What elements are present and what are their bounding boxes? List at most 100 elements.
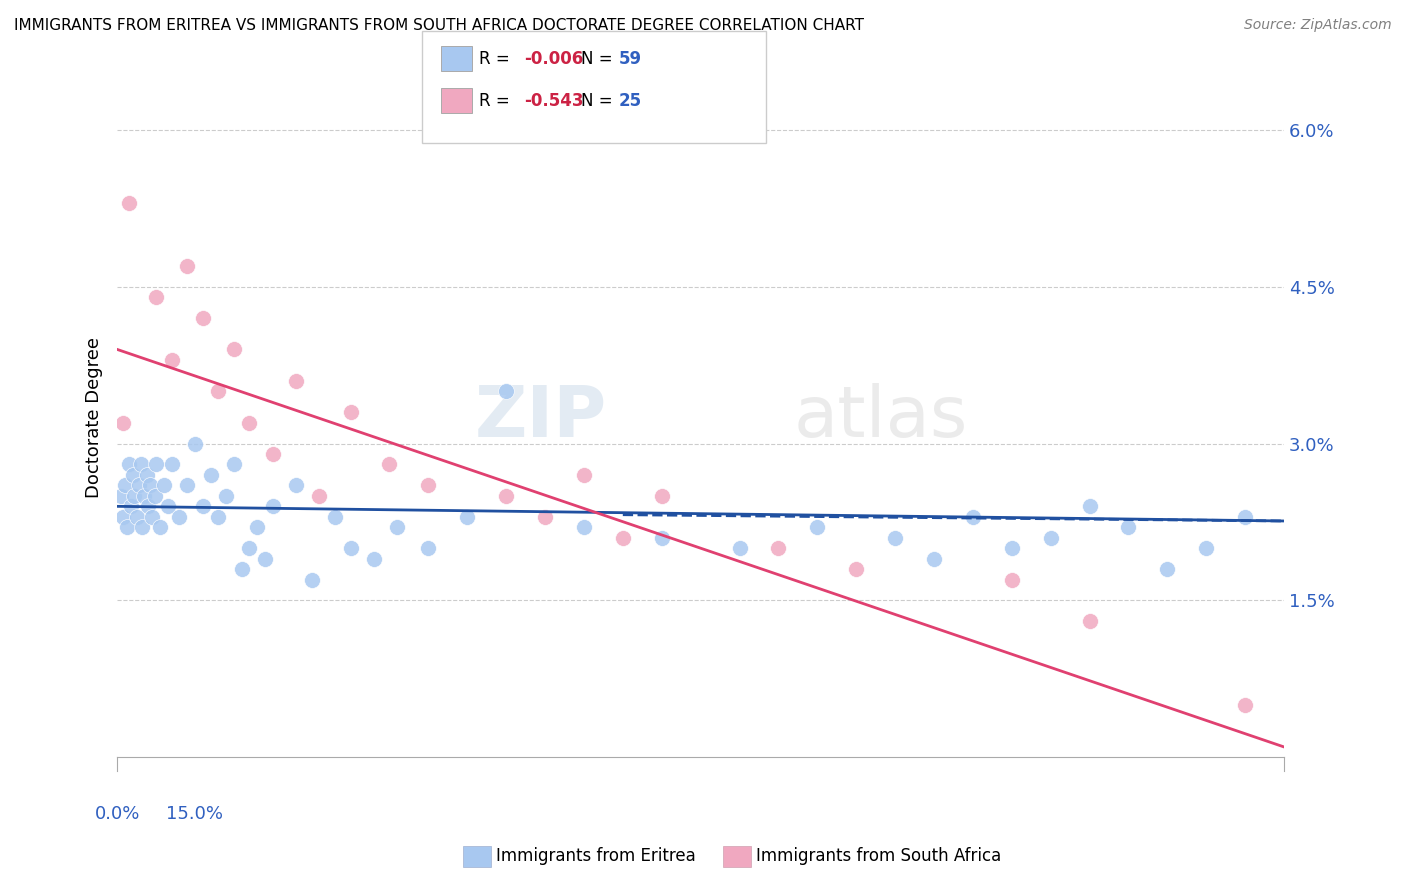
Point bbox=[110, 489, 132, 503]
Point bbox=[141, 509, 163, 524]
Point bbox=[1078, 615, 1101, 629]
Point bbox=[728, 541, 751, 556]
Text: N =: N = bbox=[581, 50, 617, 68]
Point bbox=[112, 416, 135, 430]
Point bbox=[456, 509, 478, 524]
Text: N =: N = bbox=[581, 92, 617, 110]
Point bbox=[222, 343, 245, 357]
Point bbox=[253, 551, 276, 566]
Point bbox=[128, 478, 150, 492]
Point bbox=[1001, 541, 1024, 556]
Point bbox=[135, 467, 157, 482]
Text: 0.0%: 0.0% bbox=[94, 805, 139, 823]
Text: 15.0%: 15.0% bbox=[166, 805, 224, 823]
Point bbox=[200, 467, 222, 482]
Point bbox=[768, 541, 790, 556]
Point bbox=[1039, 531, 1062, 545]
Point bbox=[387, 520, 409, 534]
Point bbox=[339, 405, 361, 419]
Point bbox=[191, 500, 214, 514]
Point bbox=[169, 509, 191, 524]
Point bbox=[114, 478, 136, 492]
Point bbox=[191, 311, 214, 326]
Point bbox=[176, 478, 198, 492]
Point bbox=[922, 551, 945, 566]
Point bbox=[207, 509, 229, 524]
Point bbox=[246, 520, 269, 534]
Point bbox=[806, 520, 828, 534]
Point bbox=[129, 458, 152, 472]
Point bbox=[1078, 500, 1101, 514]
Point bbox=[612, 531, 634, 545]
Point bbox=[238, 541, 260, 556]
Point bbox=[285, 374, 308, 388]
Text: IMMIGRANTS FROM ERITREA VS IMMIGRANTS FROM SOUTH AFRICA DOCTORATE DEGREE CORRELA: IMMIGRANTS FROM ERITREA VS IMMIGRANTS FR… bbox=[14, 18, 865, 33]
Point bbox=[884, 531, 907, 545]
Point bbox=[651, 489, 673, 503]
Point bbox=[131, 520, 153, 534]
Y-axis label: Doctorate Degree: Doctorate Degree bbox=[86, 337, 103, 498]
Point bbox=[572, 520, 595, 534]
Point bbox=[262, 500, 284, 514]
Point bbox=[572, 467, 595, 482]
Point bbox=[207, 384, 229, 399]
Point bbox=[145, 290, 167, 304]
Text: Immigrants from Eritrea: Immigrants from Eritrea bbox=[496, 847, 696, 865]
Point bbox=[845, 562, 868, 576]
Text: 25: 25 bbox=[619, 92, 641, 110]
Text: ZIP: ZIP bbox=[475, 383, 607, 452]
Point bbox=[651, 531, 673, 545]
Text: R =: R = bbox=[479, 92, 516, 110]
Point bbox=[1234, 509, 1257, 524]
Point bbox=[363, 551, 385, 566]
Point bbox=[308, 489, 330, 503]
Point bbox=[112, 509, 135, 524]
Point bbox=[418, 541, 440, 556]
Point bbox=[160, 352, 183, 367]
Point bbox=[160, 458, 183, 472]
Point bbox=[184, 436, 207, 450]
Point bbox=[134, 489, 156, 503]
Text: -0.543: -0.543 bbox=[524, 92, 583, 110]
Point bbox=[962, 509, 984, 524]
Point bbox=[1195, 541, 1218, 556]
Point bbox=[222, 458, 245, 472]
Point bbox=[125, 509, 148, 524]
Point bbox=[285, 478, 308, 492]
Point bbox=[495, 489, 517, 503]
Point bbox=[378, 458, 401, 472]
Point bbox=[1118, 520, 1140, 534]
Point bbox=[120, 500, 142, 514]
Point bbox=[262, 447, 284, 461]
Point bbox=[301, 573, 323, 587]
Point bbox=[153, 478, 176, 492]
Point bbox=[1156, 562, 1178, 576]
Point bbox=[323, 509, 346, 524]
Point bbox=[118, 196, 141, 211]
Point bbox=[534, 509, 557, 524]
Point bbox=[1001, 573, 1024, 587]
Point bbox=[149, 520, 172, 534]
Point bbox=[124, 489, 146, 503]
Text: Immigrants from South Africa: Immigrants from South Africa bbox=[756, 847, 1001, 865]
Text: atlas: atlas bbox=[794, 383, 969, 452]
Point bbox=[156, 500, 179, 514]
Point bbox=[418, 478, 440, 492]
Point bbox=[143, 489, 166, 503]
Text: R =: R = bbox=[479, 50, 516, 68]
Point bbox=[115, 520, 138, 534]
Point bbox=[145, 458, 167, 472]
Point bbox=[339, 541, 361, 556]
Point bbox=[118, 458, 141, 472]
Point bbox=[1234, 698, 1257, 712]
Point bbox=[136, 500, 159, 514]
Point bbox=[139, 478, 162, 492]
Point bbox=[215, 489, 238, 503]
Point bbox=[231, 562, 253, 576]
Point bbox=[121, 467, 143, 482]
Point bbox=[238, 416, 260, 430]
Point bbox=[176, 259, 198, 273]
Text: 59: 59 bbox=[619, 50, 641, 68]
Point bbox=[495, 384, 517, 399]
Text: -0.006: -0.006 bbox=[524, 50, 583, 68]
